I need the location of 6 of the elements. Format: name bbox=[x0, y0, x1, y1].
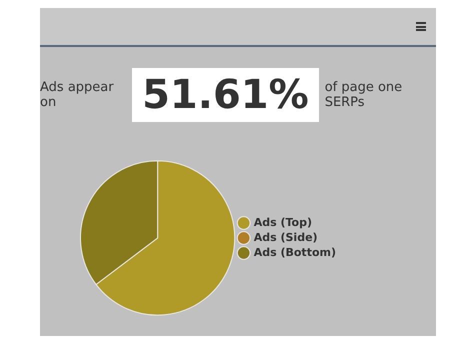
legend-label: Ads (Side) bbox=[254, 230, 318, 244]
text: of page one SERPs bbox=[324, 80, 404, 110]
text: 51.61% bbox=[132, 68, 319, 122]
legend-label: Ads (Top) bbox=[254, 216, 312, 229]
text: Ads appear on bbox=[40, 80, 115, 110]
legend-label: Ads (Bottom) bbox=[254, 246, 336, 259]
